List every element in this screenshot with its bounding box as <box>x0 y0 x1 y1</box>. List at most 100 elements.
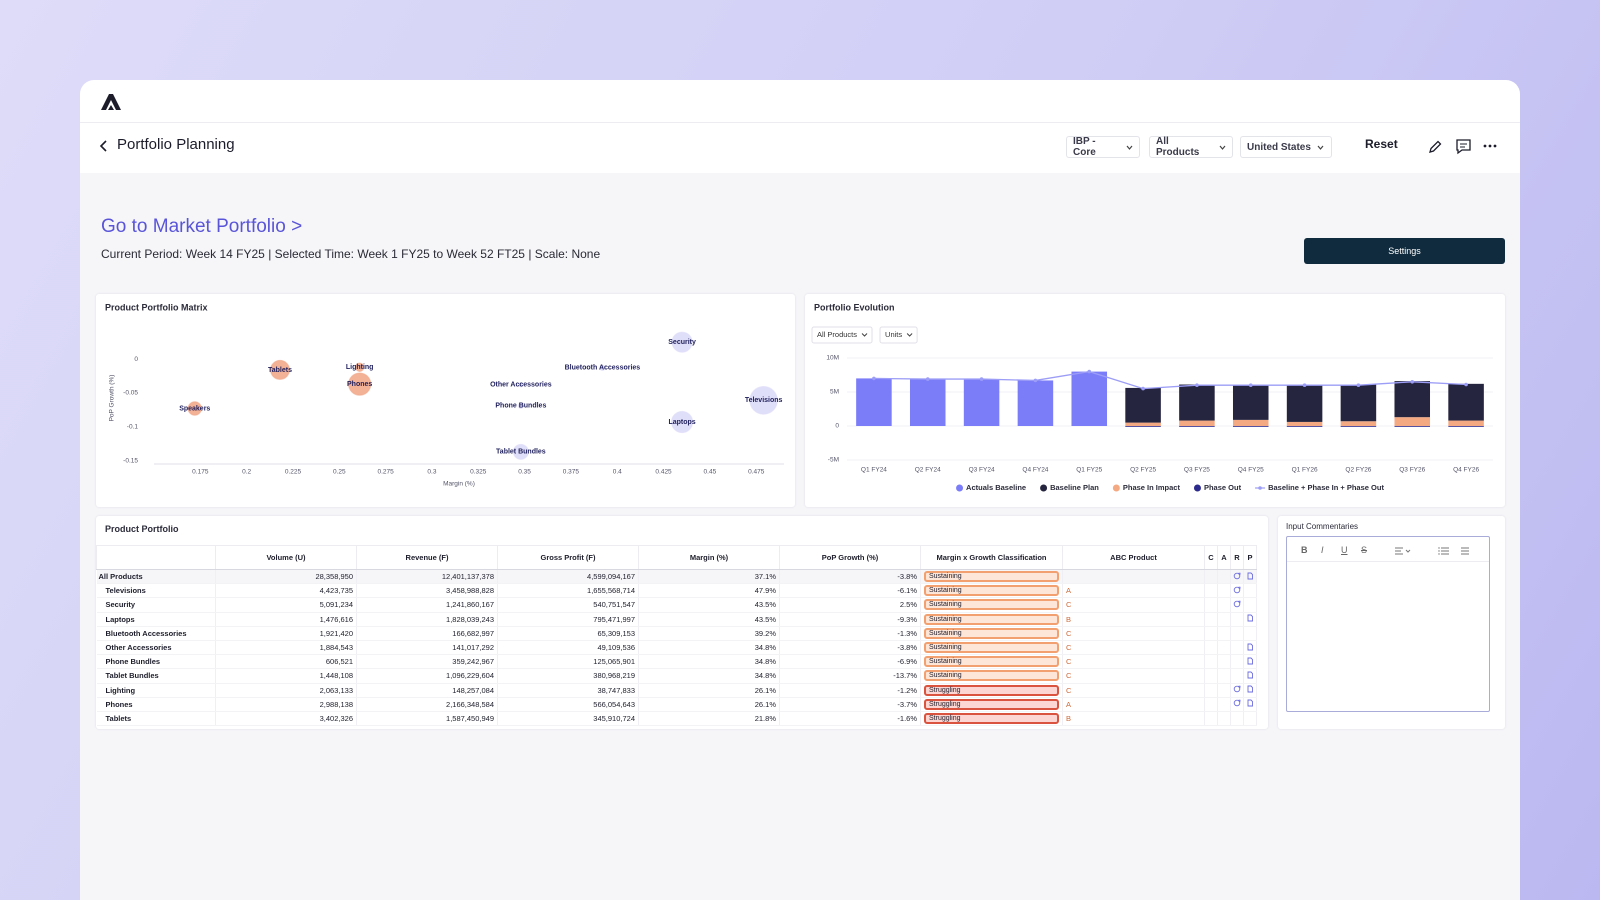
x-tick-label: Q1 FY26 <box>1292 467 1318 474</box>
chevron <box>1126 145 1133 150</box>
bar <box>1125 422 1161 426</box>
refresh-icon[interactable] <box>1233 699 1241 707</box>
filter-dropdown[interactable]: All Products <box>1149 136 1233 158</box>
bar <box>1394 381 1431 418</box>
bar <box>1071 371 1108 426</box>
classification-cell: Sustaining <box>920 597 1063 613</box>
dropdown[interactable]: Units <box>879 326 918 344</box>
section-link[interactable]: Go to Market Portfolio > <box>101 216 303 237</box>
x-tick-label: Q2 FY24 <box>915 467 941 474</box>
doc-icon[interactable] <box>1246 699 1254 707</box>
classification-pill: Struggling <box>924 698 1059 710</box>
comment-icon[interactable] <box>1455 138 1472 155</box>
bubble-label: Lighting <box>346 364 374 371</box>
x-tick-label: 0.275 <box>377 469 394 476</box>
icon-cell <box>1243 711 1257 727</box>
table-row[interactable]: Phones 2,988,138 2,166,348,584 566,054,643 2… <box>96 697 1257 712</box>
number-cell: 540,751,547 <box>497 597 639 613</box>
refresh-icon[interactable] <box>1233 572 1241 580</box>
number-cell: 141,017,292 <box>356 640 498 656</box>
toolbar-button[interactable]: B <box>1301 545 1308 555</box>
number-cell: -9.3% <box>779 612 921 627</box>
product-name: Tablets <box>96 711 216 727</box>
header-cell: Margin x Growth Classification <box>920 545 1063 570</box>
bubble[interactable] <box>599 364 606 371</box>
table-row[interactable]: Tablets 3,402,326 1,587,450,949 345,910,724… <box>96 711 1257 727</box>
table-row[interactable]: Televisions 4,423,735 3,458,988,828 1,655,5… <box>96 583 1257 599</box>
doc-icon[interactable] <box>1246 643 1254 651</box>
x-tick-label: 0.25 <box>333 469 346 476</box>
legend-label: Baseline + Phase In + Phase Out <box>1268 483 1384 492</box>
product-name: Bluetooth Accessories <box>96 626 216 641</box>
toolbar-button[interactable]: U <box>1341 545 1348 555</box>
table-row[interactable]: Laptops 1,476,616 1,828,039,243 795,471,997… <box>96 612 1257 627</box>
logo[interactable] <box>99 92 123 112</box>
y-tick-label: -0.05 <box>123 390 138 397</box>
refresh-icon[interactable] <box>1233 685 1241 693</box>
icon-cell <box>1230 612 1244 627</box>
doc-icon[interactable] <box>1246 614 1254 622</box>
abc-cell: C <box>1062 626 1205 641</box>
number-cell: -1.3% <box>779 626 921 641</box>
number-cell: 2,166,348,584 <box>356 697 498 712</box>
bubble-label: Laptops <box>668 419 695 426</box>
bubble[interactable] <box>512 443 529 460</box>
x-tick-label: 0.2 <box>242 469 251 476</box>
settings-button[interactable]: Settings <box>1304 238 1505 264</box>
number-cell: 26.1% <box>638 697 780 712</box>
bubble[interactable] <box>671 331 693 353</box>
number-cell: 3,458,988,828 <box>356 583 498 599</box>
product-name: Phones <box>96 697 216 712</box>
doc-icon[interactable] <box>1246 657 1254 665</box>
bar <box>1448 420 1484 426</box>
edit-icon[interactable] <box>1427 139 1443 155</box>
bar <box>1340 384 1377 422</box>
bubble[interactable] <box>670 410 694 434</box>
bubble[interactable] <box>348 372 372 396</box>
y-tick-label: 10M <box>826 355 839 362</box>
header-cell <box>96 545 216 570</box>
bar <box>1394 426 1431 427</box>
line-point <box>1248 383 1253 387</box>
commentary-title: Input Commentaries <box>1286 522 1359 531</box>
number-cell: 795,471,997 <box>497 612 639 627</box>
doc-icon[interactable] <box>1246 685 1254 693</box>
bubble[interactable] <box>517 402 524 409</box>
table-row[interactable]: Lighting 2,063,133 148,257,084 38,747,833 26… <box>96 683 1257 698</box>
table-row[interactable]: Other Accessories 1,884,543 141,017,292 49,… <box>96 640 1257 656</box>
bubble[interactable] <box>270 359 290 380</box>
classification-pill: Sustaining <box>924 599 1059 611</box>
line-point <box>1087 369 1092 374</box>
bubble[interactable] <box>187 401 202 416</box>
toolbar-button[interactable]: I <box>1321 545 1324 555</box>
icon-cell <box>1217 711 1231 727</box>
abc-cell: A <box>1062 583 1205 599</box>
filter-dropdown[interactable]: United States <box>1240 136 1332 158</box>
product-name: Televisions <box>96 583 216 599</box>
icon-cell <box>1230 683 1244 698</box>
dropdown[interactable]: All Products <box>811 326 873 344</box>
table-row[interactable]: Security 5,091,234 1,241,860,167 540,751,54… <box>96 597 1257 613</box>
x-tick-label: Q4 FY26 <box>1453 467 1479 474</box>
back-button[interactable] <box>98 139 110 153</box>
filter-dropdown[interactable]: IBP - Core <box>1066 136 1140 158</box>
more-icon[interactable] <box>1482 142 1498 150</box>
reset-button[interactable]: Reset <box>1365 137 1398 151</box>
table-row[interactable]: Phone Bundles 606,521 359,242,967 125,065,9… <box>96 654 1257 670</box>
table-row[interactable]: All Products 28,358,950 12,401,137,378 4,59… <box>96 569 1257 585</box>
refresh-icon[interactable] <box>1233 586 1241 594</box>
icon-cell <box>1243 583 1257 599</box>
bubble[interactable] <box>518 382 524 388</box>
bubble[interactable] <box>749 386 778 415</box>
doc-icon[interactable] <box>1246 572 1254 580</box>
line-point <box>1464 382 1468 387</box>
icon-cell <box>1204 654 1218 670</box>
refresh-icon[interactable] <box>1233 600 1241 608</box>
table-row[interactable]: Tablet Bundles 1,448,108 1,096,229,604 380,… <box>96 668 1257 684</box>
toolbar-button[interactable]: S <box>1361 545 1368 555</box>
table-row[interactable]: Bluetooth Accessories 1,921,420 166,682,99… <box>96 626 1257 641</box>
bubble[interactable] <box>354 362 365 372</box>
filter-label: United States <box>1247 141 1311 153</box>
doc-icon[interactable] <box>1246 671 1254 679</box>
